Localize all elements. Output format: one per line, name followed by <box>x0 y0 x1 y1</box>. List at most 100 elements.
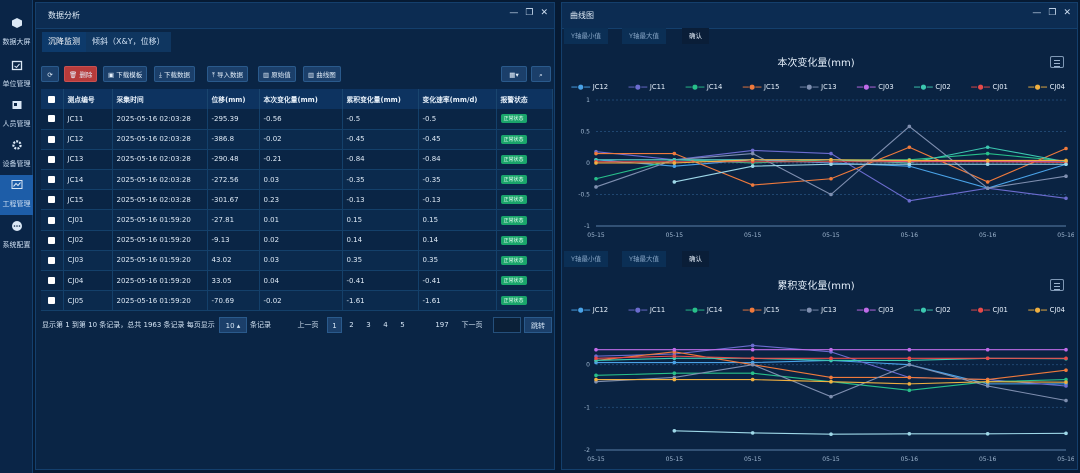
ymin-input[interactable]: Y轴最小值 <box>564 28 608 44</box>
data-point[interactable] <box>750 183 755 187</box>
data-point[interactable] <box>672 180 677 184</box>
series-line[interactable] <box>595 152 1067 180</box>
import-data-button[interactable]: ⤒ 导入数据 <box>207 66 248 82</box>
sidebar-item-people[interactable]: 人员管理 <box>0 95 33 135</box>
ymax-input[interactable]: Y轴最大值 <box>622 28 666 44</box>
data-point[interactable] <box>1064 158 1068 163</box>
data-point[interactable] <box>594 347 598 352</box>
data-point[interactable] <box>829 432 833 437</box>
row-checkbox[interactable] <box>41 129 64 150</box>
row-checkbox[interactable] <box>41 290 64 312</box>
maximize-icon[interactable]: ❐ <box>1048 8 1057 18</box>
tab-tilt[interactable]: 倾斜（X&Y，位移） <box>86 32 171 52</box>
download-template-button[interactable]: ▣ 下载模板 <box>103 66 148 82</box>
data-point[interactable] <box>672 371 677 375</box>
close-icon[interactable]: ✕ <box>1063 8 1071 18</box>
table-row[interactable]: JC14 2025-05-16 02:03:28 -272.56 0.03 -0.35-… <box>41 169 553 191</box>
column-header[interactable]: 报警状态 <box>496 89 553 109</box>
raw-value-button[interactable]: ▥ 原始值 <box>258 66 296 82</box>
row-checkbox[interactable] <box>41 250 64 272</box>
sidebar-item-system[interactable]: 系统配置 <box>0 216 33 256</box>
data-point[interactable] <box>829 176 833 181</box>
data-point[interactable] <box>672 347 677 352</box>
data-point[interactable] <box>907 431 912 436</box>
data-point[interactable] <box>829 162 833 167</box>
ymin-input-2[interactable]: Y轴最小值 <box>564 251 608 267</box>
data-point[interactable] <box>907 347 912 352</box>
page-size-select[interactable]: 10 ▴ <box>219 317 247 333</box>
legend-item[interactable]: —●— CJ02 <box>913 83 951 91</box>
data-point[interactable] <box>907 124 912 129</box>
legend-item[interactable]: —●— JC15 <box>742 306 780 314</box>
data-point[interactable] <box>907 356 912 361</box>
minimize-icon[interactable]: — <box>1032 8 1042 18</box>
page-button[interactable]: 5 <box>400 321 405 329</box>
legend-item[interactable]: —●— JC13 <box>799 83 837 91</box>
data-point[interactable] <box>672 360 677 365</box>
column-header[interactable]: 本次变化量(mm) <box>259 89 343 109</box>
data-point[interactable] <box>672 377 677 382</box>
delete-button[interactable]: 🗑 删除 <box>64 66 98 82</box>
data-point[interactable] <box>594 161 598 165</box>
data-point[interactable] <box>985 347 990 352</box>
data-point[interactable] <box>750 377 755 382</box>
data-point[interactable] <box>1064 377 1068 382</box>
jump-page-input[interactable] <box>493 317 521 333</box>
column-header[interactable]: 采集时间 <box>112 89 208 109</box>
data-point[interactable] <box>672 151 677 156</box>
data-point[interactable] <box>672 161 677 165</box>
legend-item[interactable]: —●— JC11 <box>628 83 666 91</box>
data-point[interactable] <box>907 362 912 367</box>
curve-chart-button[interactable]: ▥ 曲线图 <box>303 66 341 82</box>
page-button[interactable]: 3 <box>366 321 371 329</box>
row-checkbox[interactable] <box>41 109 64 130</box>
column-header[interactable]: 累积变化量(mm) <box>342 89 419 109</box>
data-point[interactable] <box>750 347 755 352</box>
series-line[interactable] <box>674 430 1067 435</box>
data-point[interactable] <box>672 354 677 358</box>
row-checkbox[interactable] <box>41 230 64 251</box>
download-data-button[interactable]: ⤓ 下载数据 <box>154 66 195 82</box>
legend-item[interactable]: —●— JC12 <box>571 83 609 91</box>
data-point[interactable] <box>829 356 833 361</box>
legend-item[interactable]: —●— CJ01 <box>970 306 1008 314</box>
sidebar-item-device[interactable]: 设备管理 <box>0 135 33 175</box>
data-point[interactable] <box>985 379 990 384</box>
data-point[interactable] <box>907 199 912 203</box>
data-point[interactable] <box>594 185 598 189</box>
data-point[interactable] <box>672 429 677 433</box>
data-point[interactable] <box>829 192 833 197</box>
data-point[interactable] <box>829 375 833 380</box>
close-icon[interactable]: ✕ <box>540 8 548 18</box>
sidebar-item-dashboard[interactable]: 数据大屏 <box>0 13 33 53</box>
legend-item[interactable]: —●— JC13 <box>799 306 837 314</box>
ymax-input-2[interactable]: Y轴最大值 <box>622 251 666 267</box>
page-button[interactable]: 4 <box>383 321 388 329</box>
legend-item[interactable]: —●— JC12 <box>571 306 609 314</box>
column-header[interactable]: 位移(mm) <box>207 89 260 109</box>
data-point[interactable] <box>1064 431 1068 436</box>
data-point[interactable] <box>594 176 598 181</box>
legend-item[interactable]: —●— CJ03 <box>856 83 894 91</box>
legend-item[interactable]: —●— JC11 <box>628 306 666 314</box>
refresh-button[interactable]: ⟳ <box>41 66 59 82</box>
next-page-button[interactable]: 下一页 <box>461 321 483 329</box>
chart1-menu-icon[interactable] <box>1050 56 1064 68</box>
tab-settlement[interactable]: 沉降监测 <box>42 32 86 52</box>
data-point[interactable] <box>1064 162 1068 167</box>
data-point[interactable] <box>1064 146 1068 151</box>
data-point[interactable] <box>907 382 912 386</box>
data-point[interactable] <box>829 151 833 156</box>
select-all-checkbox[interactable] <box>41 89 64 109</box>
table-row[interactable]: CJ01 2025-05-16 01:59:20 -27.81 0.01 0.15 0.1… <box>41 209 553 231</box>
data-point[interactable] <box>985 180 990 184</box>
data-point[interactable] <box>750 356 755 361</box>
data-point[interactable] <box>750 371 755 375</box>
table-row[interactable]: JC12 2025-05-16 02:03:28 -386.8 -0.02 -0.45-… <box>41 129 553 150</box>
legend-item[interactable]: —●— JC14 <box>685 306 723 314</box>
data-point[interactable] <box>750 343 755 348</box>
series-line[interactable] <box>674 163 1066 183</box>
data-point[interactable] <box>750 164 755 168</box>
row-checkbox[interactable] <box>41 169 64 191</box>
data-point[interactable] <box>750 362 755 367</box>
